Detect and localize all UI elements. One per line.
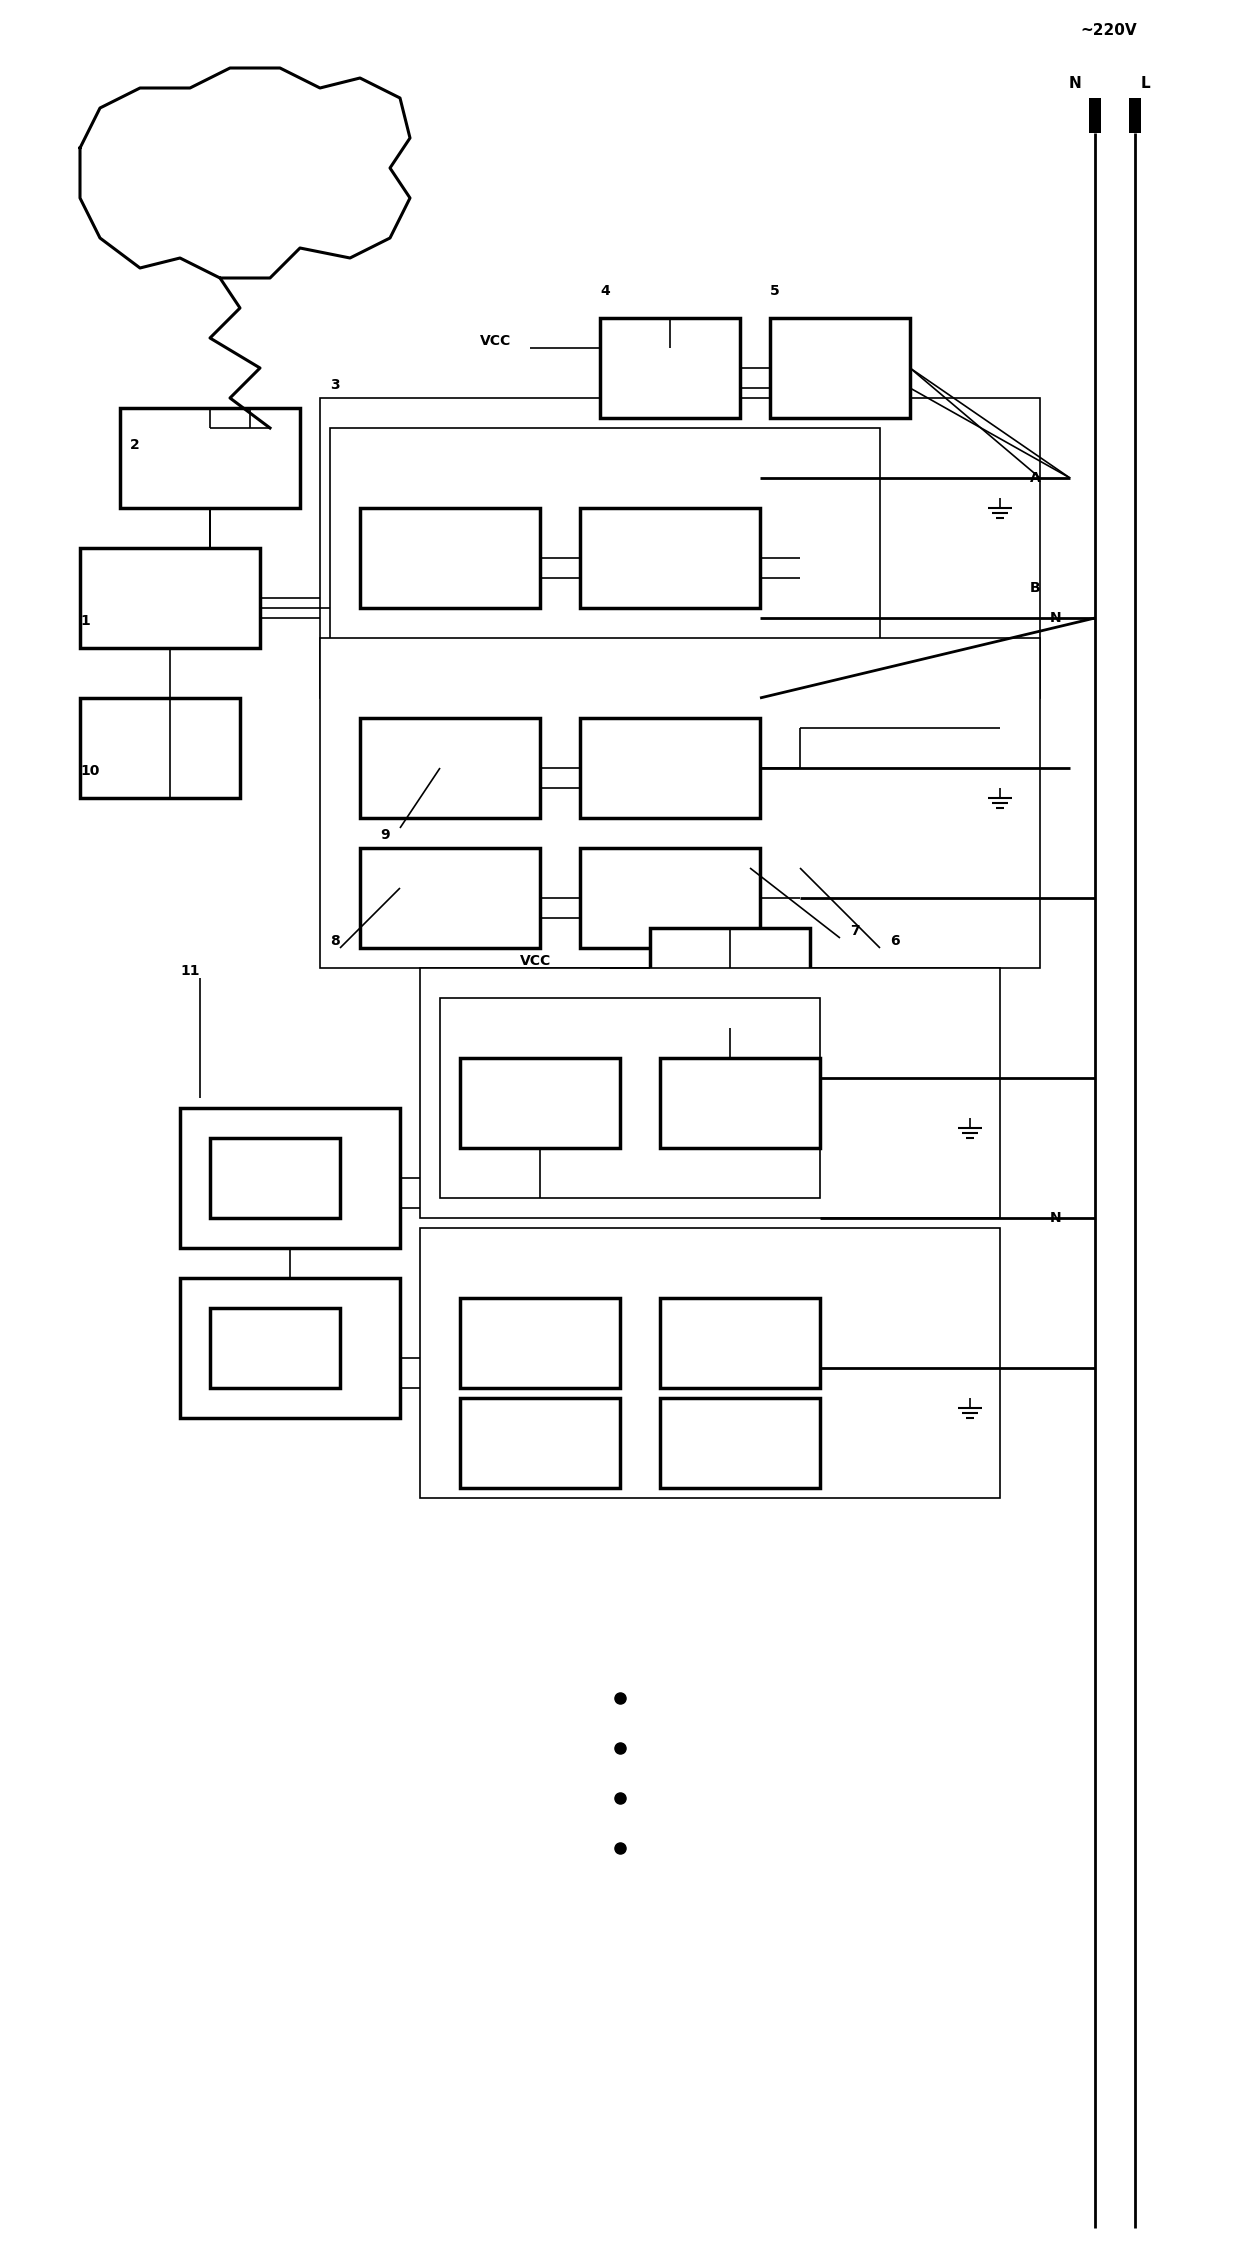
FancyBboxPatch shape: [600, 317, 740, 418]
FancyBboxPatch shape: [360, 847, 539, 949]
FancyBboxPatch shape: [1089, 99, 1101, 133]
Text: B: B: [1030, 580, 1040, 596]
Text: N: N: [1050, 1212, 1061, 1225]
FancyBboxPatch shape: [360, 717, 539, 818]
FancyBboxPatch shape: [330, 427, 880, 679]
FancyBboxPatch shape: [460, 1059, 620, 1149]
Text: N: N: [1050, 611, 1061, 625]
Text: 7: 7: [849, 924, 859, 937]
FancyBboxPatch shape: [120, 407, 300, 508]
FancyBboxPatch shape: [360, 508, 539, 607]
Text: 4: 4: [600, 283, 610, 299]
Text: 11: 11: [180, 964, 200, 978]
Text: VCC: VCC: [520, 953, 552, 969]
FancyBboxPatch shape: [660, 1297, 820, 1387]
FancyBboxPatch shape: [580, 508, 760, 607]
FancyBboxPatch shape: [320, 638, 1040, 969]
Text: ~220V: ~220V: [1080, 22, 1137, 38]
Text: 2: 2: [130, 438, 140, 452]
FancyBboxPatch shape: [660, 1398, 820, 1488]
Text: 3: 3: [330, 378, 340, 391]
Text: L: L: [1141, 76, 1149, 90]
Text: VCC: VCC: [480, 335, 511, 348]
FancyBboxPatch shape: [580, 847, 760, 949]
FancyBboxPatch shape: [460, 1297, 620, 1387]
Text: A: A: [1030, 472, 1040, 486]
FancyBboxPatch shape: [580, 717, 760, 818]
FancyBboxPatch shape: [210, 1137, 340, 1218]
FancyBboxPatch shape: [81, 549, 260, 647]
FancyBboxPatch shape: [440, 998, 820, 1198]
FancyBboxPatch shape: [1128, 99, 1141, 133]
FancyBboxPatch shape: [420, 969, 999, 1218]
Text: 10: 10: [81, 764, 99, 778]
Text: 1: 1: [81, 614, 89, 627]
FancyBboxPatch shape: [320, 398, 1040, 697]
FancyBboxPatch shape: [770, 317, 910, 418]
Text: 8: 8: [330, 933, 340, 949]
FancyBboxPatch shape: [420, 1227, 999, 1497]
Text: N: N: [1069, 76, 1081, 90]
FancyBboxPatch shape: [460, 1398, 620, 1488]
FancyBboxPatch shape: [210, 1308, 340, 1387]
FancyBboxPatch shape: [180, 1279, 401, 1418]
FancyBboxPatch shape: [180, 1108, 401, 1248]
Text: 9: 9: [379, 827, 389, 843]
FancyBboxPatch shape: [660, 1059, 820, 1149]
FancyBboxPatch shape: [650, 928, 810, 1027]
FancyBboxPatch shape: [81, 697, 241, 798]
Text: 6: 6: [890, 933, 900, 949]
Text: 5: 5: [770, 283, 780, 299]
